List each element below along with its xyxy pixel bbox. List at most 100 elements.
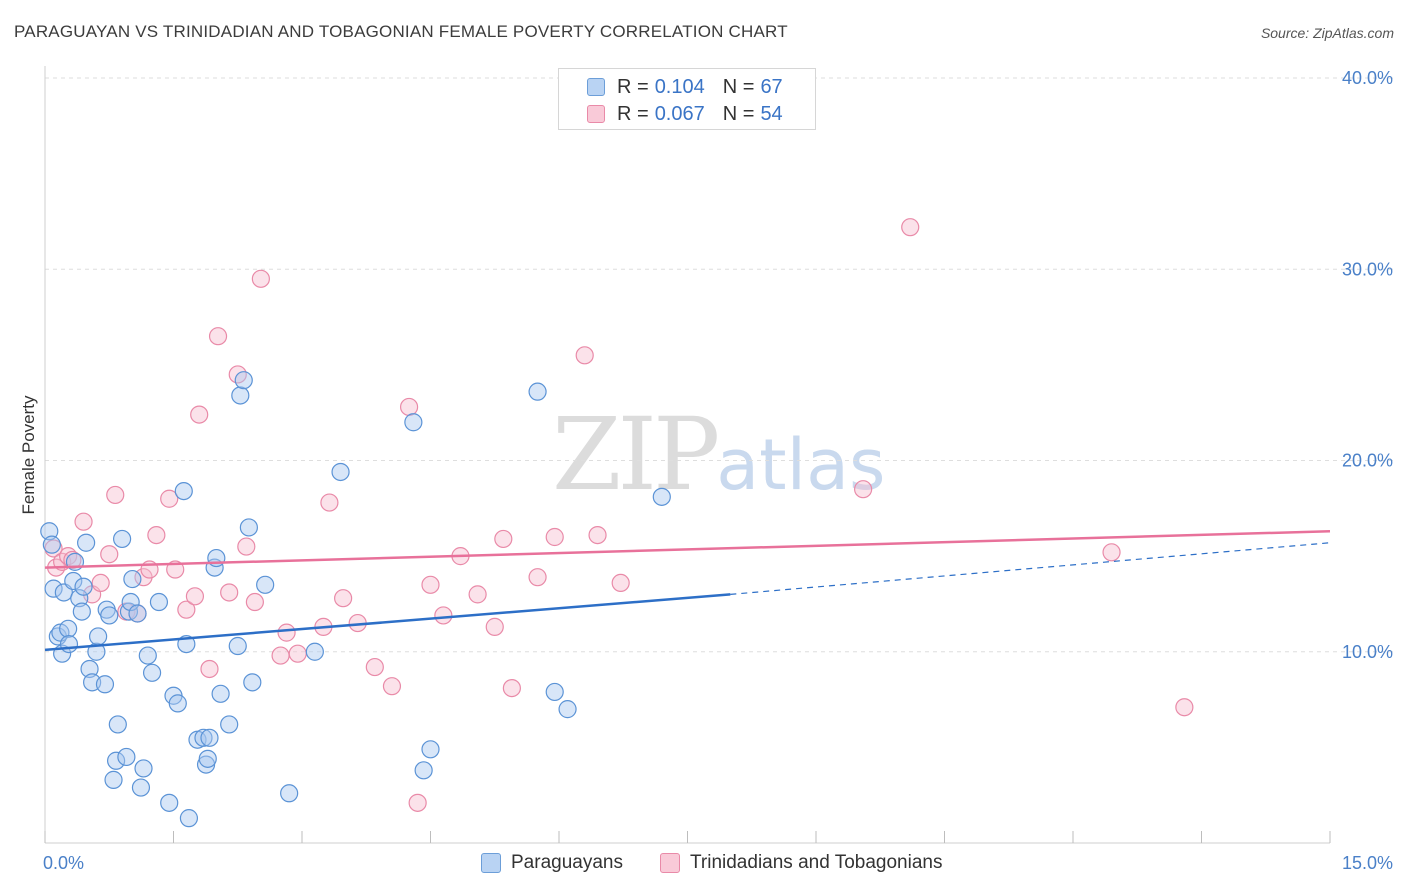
y-axis-title: Female Poverty bbox=[19, 395, 38, 515]
data-point bbox=[434, 606, 453, 625]
bottom-legend-swatch-pink bbox=[660, 853, 680, 873]
data-point bbox=[194, 728, 213, 747]
data-point bbox=[305, 642, 324, 661]
data-point bbox=[502, 678, 521, 698]
chart-title: PARAGUAYAN VS TRINIDADIAN AND TOBAGONIAN… bbox=[14, 22, 788, 41]
y-tick-label: 10.0% bbox=[1342, 642, 1393, 662]
data-point bbox=[1102, 543, 1121, 562]
data-point bbox=[331, 462, 350, 482]
data-point bbox=[91, 573, 110, 593]
data-point bbox=[138, 646, 157, 665]
axes bbox=[44, 66, 1331, 844]
data-point bbox=[485, 617, 504, 636]
data-point bbox=[168, 694, 187, 713]
data-point bbox=[575, 346, 594, 365]
data-point bbox=[42, 535, 61, 554]
data-point bbox=[70, 589, 89, 608]
data-point bbox=[588, 525, 607, 545]
data-point bbox=[106, 485, 125, 505]
trend-line-paraguayans-extension bbox=[730, 542, 1331, 595]
data-point bbox=[77, 533, 96, 552]
data-point bbox=[89, 627, 108, 646]
data-point bbox=[198, 749, 217, 768]
data-point bbox=[174, 482, 193, 501]
watermark: ZIPatlas bbox=[552, 396, 885, 513]
trend-line-paraguayans bbox=[44, 593, 731, 652]
data-point bbox=[211, 684, 230, 703]
data-point bbox=[149, 592, 169, 612]
data-point bbox=[147, 525, 166, 545]
data-point bbox=[64, 571, 83, 591]
data-point bbox=[334, 589, 353, 608]
bottom-legend-swatch-blue bbox=[481, 853, 501, 873]
data-point bbox=[190, 405, 209, 424]
data-point bbox=[131, 778, 151, 797]
legend-r-value: 0.067 bbox=[654, 102, 705, 125]
trend-line-trinidadians bbox=[44, 530, 1331, 569]
data-point bbox=[239, 518, 258, 537]
data-point bbox=[208, 327, 228, 346]
y-tick-label: 40.0% bbox=[1342, 68, 1393, 88]
data-point bbox=[854, 480, 873, 499]
data-point bbox=[117, 747, 136, 767]
data-point bbox=[95, 675, 115, 694]
data-point bbox=[123, 569, 142, 589]
data-point bbox=[104, 770, 123, 789]
data-point bbox=[72, 602, 91, 621]
data-point bbox=[288, 644, 307, 663]
data-point bbox=[251, 269, 270, 288]
trend-lines bbox=[44, 530, 1331, 652]
legend-n-value: 54 bbox=[760, 102, 783, 125]
data-point bbox=[107, 751, 126, 770]
legend-n-label: N = bbox=[722, 75, 755, 98]
data-point bbox=[108, 715, 127, 734]
data-point bbox=[421, 740, 440, 759]
legend-r-label: R = bbox=[617, 102, 649, 125]
data-point bbox=[494, 529, 513, 549]
data-point bbox=[256, 575, 275, 594]
data-point bbox=[80, 659, 99, 679]
bottom-legend-label: Trinidadians and Tobagonians bbox=[690, 852, 943, 873]
data-point bbox=[179, 809, 199, 828]
data-point bbox=[365, 657, 384, 677]
data-point bbox=[421, 575, 440, 594]
data-point bbox=[87, 642, 106, 661]
y-tick-label: 30.0% bbox=[1342, 259, 1393, 279]
watermark-zip: ZIP bbox=[552, 396, 720, 513]
data-point bbox=[652, 487, 671, 506]
data-point bbox=[112, 529, 132, 549]
bottom-legend-paraguayans: Paraguayans bbox=[481, 852, 623, 874]
legend-r-value: 0.104 bbox=[654, 75, 705, 98]
data-point bbox=[220, 715, 239, 734]
data-point bbox=[74, 512, 93, 531]
data-point bbox=[399, 397, 419, 417]
legend-n-value: 67 bbox=[760, 75, 783, 98]
data-point bbox=[611, 573, 630, 593]
x-tick-label: 0.0% bbox=[43, 853, 84, 873]
data-point bbox=[44, 579, 63, 598]
series-trinidadians-points bbox=[44, 218, 1194, 812]
data-point bbox=[121, 592, 140, 612]
data-point bbox=[134, 759, 153, 778]
data-point bbox=[528, 568, 547, 587]
data-point bbox=[40, 522, 59, 541]
y-tick-label: 20.0% bbox=[1342, 451, 1393, 471]
correlation-legend: R = 0.104 N = 67 R = 0.067 N = 54 bbox=[558, 68, 816, 130]
data-point bbox=[185, 587, 205, 606]
data-point bbox=[59, 619, 78, 638]
data-point bbox=[545, 527, 564, 547]
data-point bbox=[177, 600, 196, 619]
grid-lines bbox=[45, 77, 1395, 653]
data-point bbox=[160, 793, 179, 812]
bottom-legend-label: Paraguayans bbox=[511, 852, 623, 873]
data-point bbox=[545, 682, 564, 702]
data-point bbox=[528, 382, 547, 401]
data-point bbox=[200, 659, 219, 679]
data-point bbox=[277, 623, 296, 642]
data-point bbox=[245, 592, 264, 612]
data-point bbox=[901, 218, 920, 237]
legend-swatch-pink bbox=[587, 105, 605, 123]
data-point bbox=[280, 784, 299, 803]
data-point bbox=[414, 761, 433, 780]
legend-r-label: R = bbox=[617, 75, 649, 98]
